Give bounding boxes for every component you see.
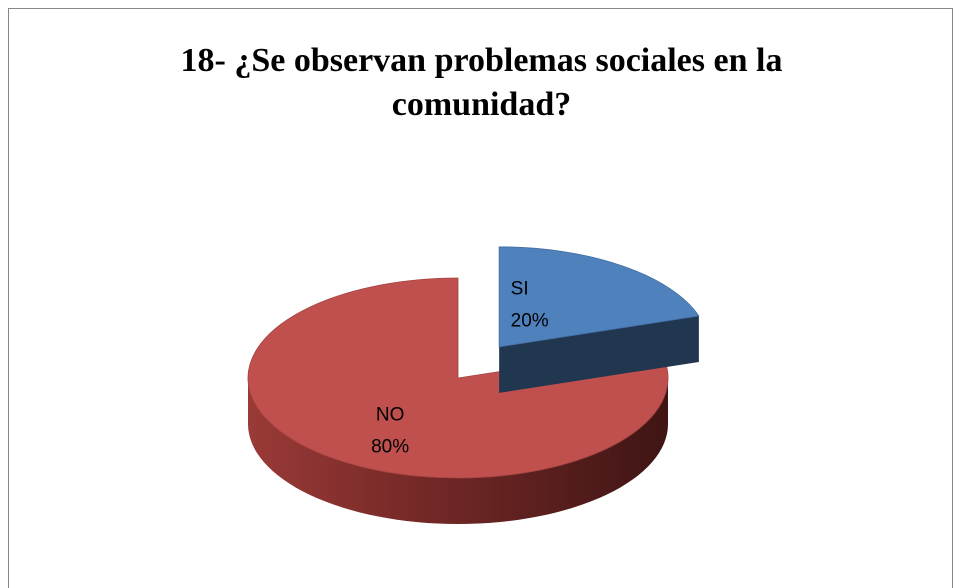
slice-value-si: 20% [511, 310, 549, 331]
pie-slice-si [498, 246, 700, 393]
pie-slice-no-side [248, 378, 668, 524]
pie-slice-no [247, 277, 669, 524]
pie-slice-si-top [498, 246, 700, 348]
chart-title-line-1: 18- ¿Se observan problemas sociales en l… [180, 42, 783, 79]
pie-slice-si-radial-side [499, 315, 699, 393]
slice-label-no: NO [376, 404, 405, 425]
pie-slice-no-top [247, 277, 669, 479]
chart-title: 18- ¿Se observan problemas sociales en l… [9, 39, 954, 127]
slice-value-no: 80% [371, 436, 409, 457]
slice-label-si: SI [511, 278, 529, 299]
chart-title-line-2: comunidad? [391, 86, 572, 123]
